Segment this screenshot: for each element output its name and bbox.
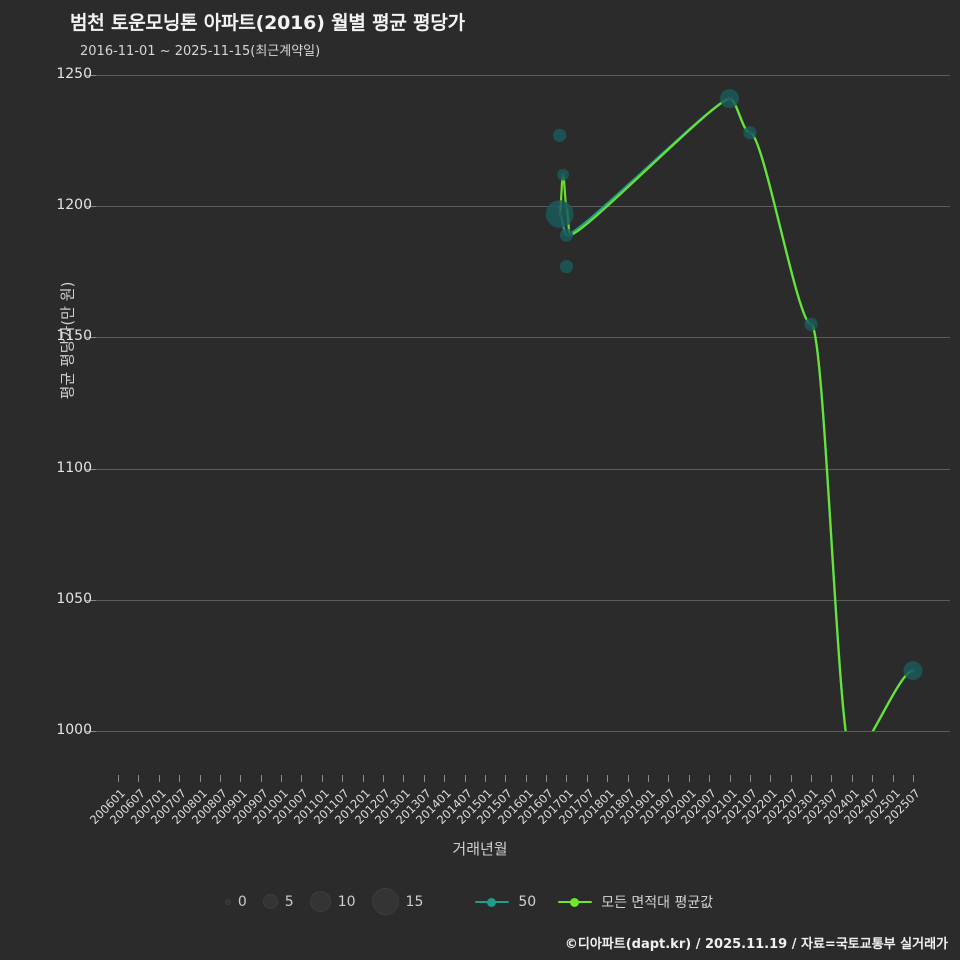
x-tick-mark xyxy=(505,775,507,782)
x-tick-mark xyxy=(831,775,833,782)
x-tick-mark xyxy=(362,775,364,782)
y-tick-mark xyxy=(86,75,96,76)
legend-size-label: 5 xyxy=(284,893,294,910)
legend-size-label: 15 xyxy=(405,893,424,910)
gridline xyxy=(96,337,950,339)
y-tick-mark xyxy=(86,468,96,470)
legend-bubble-icon xyxy=(309,891,331,912)
gridline xyxy=(96,75,950,76)
average-point-marker xyxy=(557,211,563,217)
x-tick-mark xyxy=(342,775,344,782)
x-tick-mark xyxy=(566,775,568,782)
legend-series-item[interactable]: 모든 면적대 평균값 xyxy=(558,892,713,912)
x-tick-mark xyxy=(158,775,160,782)
x-tick-mark xyxy=(260,775,262,782)
x-tick-mark xyxy=(301,775,303,782)
average-point-marker xyxy=(910,668,916,674)
x-tick-mark xyxy=(321,775,323,782)
x-tick-mark xyxy=(546,775,548,782)
x-tick-mark xyxy=(872,775,874,782)
x-tick-mark xyxy=(729,775,731,782)
chart-subtitle: 2016-11-01 ~ 2025-11-15(최근계약일) xyxy=(80,44,321,59)
x-tick-mark xyxy=(913,775,914,782)
data-point-marker xyxy=(559,259,574,274)
x-tick-mark xyxy=(464,775,466,782)
legend-size-item[interactable]: 15 xyxy=(371,888,424,915)
y-tick-mark xyxy=(86,731,96,732)
data-point-marker xyxy=(553,128,567,142)
legend-size-item[interactable]: 10 xyxy=(309,891,356,912)
x-tick-mark xyxy=(383,775,384,782)
x-tick-mark xyxy=(709,775,711,782)
x-tick-mark xyxy=(179,775,181,782)
gridline xyxy=(96,731,950,732)
x-tick-mark xyxy=(607,775,609,782)
x-tick-mark xyxy=(790,775,792,782)
footer-credit: ©디아파트(dapt.kr) / 2025.11.19 / 자료=국토교통부 실… xyxy=(564,937,948,952)
legend-bubble-icon xyxy=(262,894,278,909)
x-tick-mark xyxy=(240,775,242,782)
y-tick-label: 1200 xyxy=(56,197,92,214)
x-tick-mark xyxy=(749,775,751,782)
chart-legend: 0 5 10 15 50 모든 면적대 평균값 xyxy=(0,888,960,915)
x-tick-mark xyxy=(199,775,201,782)
x-tick-mark xyxy=(118,775,119,782)
x-tick-mark xyxy=(668,775,670,782)
gridline xyxy=(96,206,950,208)
average-point-marker xyxy=(747,130,753,136)
y-tick-mark xyxy=(86,206,96,208)
x-tick-mark xyxy=(586,775,588,782)
x-tick-mark xyxy=(851,775,853,782)
gridline xyxy=(96,468,950,470)
legend-size-label: 0 xyxy=(237,893,247,910)
x-tick-mark xyxy=(811,775,813,782)
x-tick-mark xyxy=(423,775,425,782)
x-tick-mark xyxy=(627,775,629,782)
average-point-marker xyxy=(567,232,573,238)
y-tick-label: 1100 xyxy=(56,459,92,476)
page-title: 범천 토운모닝톤 아파트(2016) 월별 평균 평당가 xyxy=(70,12,465,34)
legend-bubble-icon xyxy=(224,898,231,905)
series-line-50 xyxy=(558,97,915,731)
average-point-marker xyxy=(808,321,814,327)
y-tick-label: 1000 xyxy=(56,722,92,738)
gridline xyxy=(96,599,950,601)
y-tick-label: 1250 xyxy=(56,66,92,82)
y-tick-mark xyxy=(86,599,96,601)
legend-series-item[interactable]: 50 xyxy=(475,894,536,910)
average-point-marker xyxy=(560,172,566,178)
y-tick-mark xyxy=(86,337,96,339)
legend-series-label: 모든 면적대 평균값 xyxy=(601,894,714,911)
x-tick-mark xyxy=(892,775,894,782)
x-axis-title: 거래년월 xyxy=(452,840,508,858)
x-tick-mark xyxy=(648,775,649,782)
legend-series-label: 50 xyxy=(518,893,537,910)
data-point-marker xyxy=(559,228,574,242)
x-tick-mark xyxy=(484,775,486,782)
legend-size-scale: 0 5 10 15 xyxy=(224,888,440,915)
x-tick-mark xyxy=(138,775,140,782)
legend-size-label: 10 xyxy=(337,893,356,910)
x-tick-mark xyxy=(281,775,283,782)
x-tick-mark xyxy=(770,775,772,782)
y-tick-label: 1150 xyxy=(56,328,92,345)
average-point-marker xyxy=(726,96,733,102)
x-tick-mark xyxy=(525,775,527,782)
legend-line-icon xyxy=(558,896,593,908)
average-point-marker xyxy=(563,203,570,209)
legend-bubble-icon xyxy=(371,888,399,915)
legend-series-group: 50 모든 면적대 평균값 xyxy=(475,892,735,912)
series-line-average xyxy=(558,97,915,731)
x-tick-mark xyxy=(444,775,446,782)
legend-line-icon xyxy=(475,896,510,908)
x-tick-mark xyxy=(403,775,405,782)
y-tick-label: 1050 xyxy=(56,590,92,607)
legend-size-item[interactable]: 5 xyxy=(262,893,294,910)
plot-area xyxy=(545,89,923,731)
legend-size-item[interactable]: 0 xyxy=(224,893,247,910)
x-tick-mark xyxy=(688,775,690,782)
x-tick-mark xyxy=(219,775,221,782)
